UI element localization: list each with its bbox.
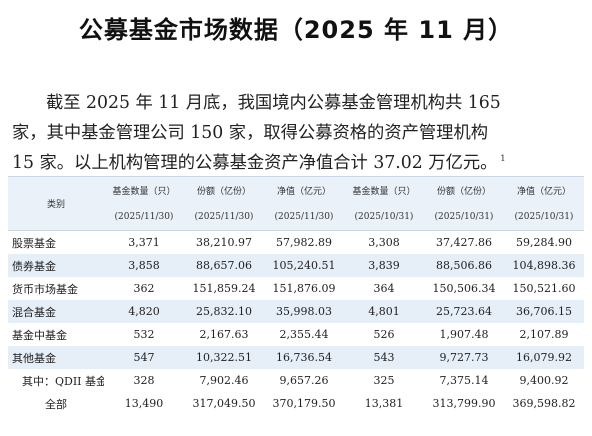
header-shares-nov: 份额（亿份） [196, 187, 251, 197]
table-cell: 370,179.50 [272, 397, 336, 410]
table-cell: 3,858 [128, 259, 160, 272]
table-row: 其中：QDII 基金 328 7,902.46 9,657.26 325 7,3… [8, 369, 584, 392]
table-cell: 4,801 [368, 305, 400, 318]
paragraph-line-1: 截至 2025 年 11 月底，我国境内公募基金管理机构共 165 [46, 93, 501, 113]
table-cell: 35,998.03 [276, 305, 332, 318]
date-shares-nov: (2025/11/30) [194, 212, 254, 222]
footnote-marker: 1 [500, 154, 506, 164]
table-cell: 7,375.14 [439, 374, 489, 387]
table-cell: 317,049.50 [192, 397, 256, 410]
table-cell: 328 [133, 374, 155, 387]
table-cell: 16,079.92 [516, 351, 572, 364]
row-category: 其中：QDII 基金 [22, 374, 104, 388]
table-cell: 9,400.92 [519, 374, 569, 387]
table-cell: 362 [133, 282, 155, 295]
table-cell: 16,736.54 [276, 351, 332, 364]
table-cell: 9,727.73 [439, 351, 489, 364]
table-cell: 3,308 [368, 236, 400, 249]
table-cell: 532 [133, 328, 155, 341]
table-cell: 13,490 [124, 397, 164, 410]
table-date-row: (2025/11/30) (2025/11/30) (2025/11/30) (… [8, 204, 584, 231]
header-nav-nov: 净值（亿元） [276, 187, 331, 197]
row-category: 基金中基金 [12, 328, 67, 342]
table-cell: 10,322.51 [196, 351, 252, 364]
table-cell: 1,907.48 [439, 328, 489, 341]
row-category: 全部 [45, 397, 67, 411]
table-cell: 369,598.82 [512, 397, 576, 410]
table-cell: 36,706.15 [516, 305, 572, 318]
date-shares-oct: (2025/10/31) [434, 212, 494, 222]
table-cell: 9,657.26 [279, 374, 329, 387]
row-category: 其他基金 [12, 351, 56, 365]
table-cell: 150,506.34 [432, 282, 496, 295]
table-cell: 25,832.10 [196, 305, 252, 318]
table-cell: 38,210.97 [196, 236, 252, 249]
table-cell: 3,371 [128, 236, 160, 249]
table-cell: 325 [373, 374, 395, 387]
row-category: 债券基金 [12, 259, 56, 273]
row-category: 混合基金 [12, 305, 56, 319]
table-cell: 57,982.89 [276, 236, 332, 249]
table-row: 股票基金 3,371 38,210.97 57,982.89 3,308 37,… [8, 231, 584, 255]
table-cell: 25,723.64 [436, 305, 492, 318]
header-count-nov: 基金数量（只） [112, 187, 176, 197]
table-cell: 105,240.51 [272, 259, 336, 272]
table-cell: 543 [373, 351, 395, 364]
table-row: 货币市场基金 362 151,859.24 151,876.09 364 150… [8, 277, 584, 300]
header-shares-oct: 份额（亿份） [436, 187, 491, 197]
date-nav-oct: (2025/10/31) [514, 212, 574, 222]
table-cell: 2,355.44 [279, 328, 329, 341]
table-row: 债券基金 3,858 88,657.06 105,240.51 3,839 88… [8, 254, 584, 277]
table-row: 基金中基金 532 2,167.63 2,355.44 526 1,907.48… [8, 323, 584, 346]
paragraph-line-3: 15 家。以上机构管理的公募基金资产净值合计 37.02 万亿元。 1 [12, 148, 587, 173]
table-cell: 7,902.46 [199, 374, 249, 387]
table-cell: 364 [373, 282, 395, 295]
date-count-nov: (2025/11/30) [114, 212, 174, 222]
table-cell: 313,799.90 [432, 397, 496, 410]
table-cell: 104,898.36 [512, 259, 576, 272]
table-cell: 526 [373, 328, 395, 341]
table-cell: 2,167.63 [199, 328, 249, 341]
table-row: 其他基金 547 10,322.51 16,736.54 543 9,727.7… [8, 346, 584, 369]
row-category: 货币市场基金 [12, 282, 78, 296]
table-row: 混合基金 4,820 25,832.10 35,998.03 4,801 25,… [8, 300, 584, 323]
table-cell: 151,876.09 [272, 282, 336, 295]
date-nav-nov: (2025/11/30) [274, 212, 334, 222]
table-cell: 2,107.89 [519, 328, 569, 341]
table-cell: 547 [133, 351, 155, 364]
table-cell: 37,427.86 [436, 236, 492, 249]
table-header-row: 类别 基金数量（只） 份额（亿份） 净值（亿元） 基金数量（只） 份额（亿份） … [8, 176, 584, 210]
header-nav-oct: 净值（亿元） [516, 187, 571, 197]
table-cell: 3,839 [368, 259, 400, 272]
fund-data-table: 类别 基金数量（只） 份额（亿份） 净值（亿元） 基金数量（只） 份额（亿份） … [8, 176, 584, 415]
table-cell: 59,284.90 [516, 236, 572, 249]
row-category: 股票基金 [12, 236, 56, 250]
paragraph-line-2: 家，其中基金管理公司 150 家，取得公募资格的资产管理机构 [12, 123, 489, 143]
table-cell: 88,506.86 [436, 259, 492, 272]
table-cell: 151,859.24 [192, 282, 256, 295]
header-count-oct: 基金数量（只） [352, 187, 416, 197]
table-cell: 4,820 [128, 305, 160, 318]
category-header: 类别 [46, 200, 65, 210]
date-count-oct: (2025/10/31) [354, 212, 414, 222]
table-cell: 88,657.06 [196, 259, 252, 272]
table-row-total: 全部 13,490 317,049.50 370,179.50 13,381 3… [8, 392, 584, 415]
table-cell: 150,521.60 [512, 282, 576, 295]
table-cell: 13,381 [364, 397, 404, 410]
paragraph-line-3-text: 15 家。以上机构管理的公募基金资产净值合计 37.02 万亿元。 [12, 153, 498, 173]
page-title: 公募基金市场数据（2025 年 11 月） [78, 16, 514, 44]
